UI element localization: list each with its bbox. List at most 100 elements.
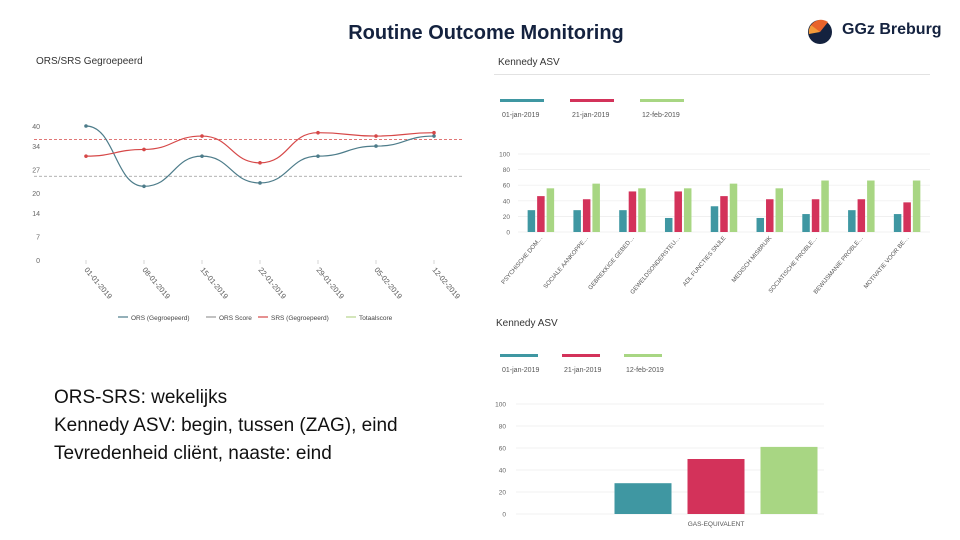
x-tick-label: GEBREKKIGE GEBED… [588,235,636,291]
x-tick-label: PSYCHISCHE DOM… [501,235,545,285]
y-tick-label: 0 [502,512,506,519]
x-tick-label: GEWELDSONDERSTEU… [630,235,682,295]
x-tick-label: 01-01-2019 [82,266,114,301]
data-point [200,154,204,158]
bar [674,191,682,232]
slide-title: Routine Outcome Monitoring [348,22,624,44]
ors-srs-chart-title: ORS/SRS Gegroepeerd [36,56,143,67]
bar [664,217,673,232]
bar [573,210,581,232]
bar [619,210,627,232]
data-point [374,134,378,138]
ggz-breburg-logo: GGz Breburg [806,18,956,46]
bar [638,188,646,232]
y-tick-label: 20 [32,191,40,198]
bar [811,199,820,232]
y-tick-label: 80 [499,424,507,431]
note-line: Tevredenheid cliënt, naaste: eind [54,443,332,464]
bar [683,188,692,232]
bar [756,217,765,232]
x-tick-label: SOCIALE AANKOPPE… [543,235,590,290]
legend-label: 21-jan-2019 [564,367,601,374]
y-tick-label: 14 [32,211,40,218]
bar [537,196,545,232]
y-tick-label: 20 [503,214,511,221]
legend-swatch [500,354,538,357]
legend-label: ORS Score [219,315,252,322]
y-tick-label: 40 [499,468,507,475]
y-tick-label: 80 [503,167,511,174]
kennedy-asv-chart-title: Kennedy ASV [498,57,560,68]
y-tick-label: 60 [499,446,507,453]
bar [802,214,810,232]
series-line [85,132,435,164]
y-tick-label: 27 [32,168,40,175]
bar [857,199,866,232]
legend-swatch [640,99,684,102]
bar [867,180,875,232]
y-tick-label: 20 [499,490,507,497]
bar [912,180,921,232]
data-point [258,181,262,185]
data-point [374,144,378,148]
x-tick-label: 22-01-2019 [256,266,288,301]
bar [848,210,856,232]
data-point [84,154,88,158]
legend-swatch [500,99,544,102]
bar [687,459,745,514]
ors-srs-line-chart: 0 7 14 20 27 34 40 01-01-2019 08-01-2019 15-01-20… [32,124,462,322]
y-tick-label: 0 [36,258,40,265]
logo-text: GGz Breburg [842,21,942,38]
kennedy-asv-bar-chart: 01-jan-2019 21-jan-2019 12-feb-2019 0 20 40 60… [499,99,930,296]
x-tick-label: MOTIVATIE VOOR BE… [863,235,910,290]
x-tick-label: 08-01-2019 [140,266,172,301]
x-tick-label: ADL FUNCTIES SNJLE [682,235,727,287]
kennedy-gas-bar-chart: 01-jan-2019 21-jan-2019 12-feb-2019 0 20 40 60… [495,354,824,528]
legend-label: 01-jan-2019 [502,112,539,119]
legend-swatch [570,99,614,102]
x-tick-label: SOCIATISCHE PROBLE… [768,235,819,294]
data-point [316,130,320,135]
data-point [142,184,146,189]
bar [628,191,637,232]
bar [729,183,738,232]
bar [760,446,818,514]
y-tick-label: 0 [506,230,510,237]
data-point [84,124,88,128]
legend-label: 12-feb-2019 [626,367,664,374]
x-tick-label: GAS-EQUIVALENT [688,521,745,528]
legend-label: 12-feb-2019 [642,112,680,119]
data-point [432,134,436,138]
x-tick-label: 05-02-2019 [372,266,404,301]
y-tick-label: 34 [32,144,40,151]
bar [614,483,672,514]
legend-swatch [562,354,600,357]
bar [582,199,591,232]
legend-label: 01-jan-2019 [502,367,539,374]
bar [903,202,911,232]
bar [527,210,536,232]
legend-label: SRS (Gegroepeerd) [271,315,329,322]
kennedy-header-divider [494,74,930,75]
y-tick-label: 100 [495,402,506,409]
legend-label: ORS (Gegroepeerd) [131,315,190,322]
data-point [142,147,146,152]
logo-mark-icon [808,19,832,44]
y-tick-label: 40 [503,198,511,205]
series-line [85,125,435,187]
data-point [200,134,204,138]
bar [592,183,600,232]
notes-text: ORS-SRS: wekelijks Kennedy ASV: begin, t… [54,384,398,468]
bar [893,214,902,232]
y-tick-label: 7 [36,235,40,242]
legend-label: Totaalscore [359,315,393,322]
x-tick-label: 15-01-2019 [198,266,230,301]
note-line: Kennedy ASV: begin, tussen (ZAG), eind [54,415,398,436]
y-tick-label: 60 [503,183,511,190]
note-line: ORS-SRS: wekelijks [54,387,228,408]
legend-label: 21-jan-2019 [572,112,609,119]
bar [720,196,728,232]
x-tick-label: MEDISCH MISBRUIK [731,235,773,284]
data-point [316,154,320,158]
data-point [432,130,436,135]
